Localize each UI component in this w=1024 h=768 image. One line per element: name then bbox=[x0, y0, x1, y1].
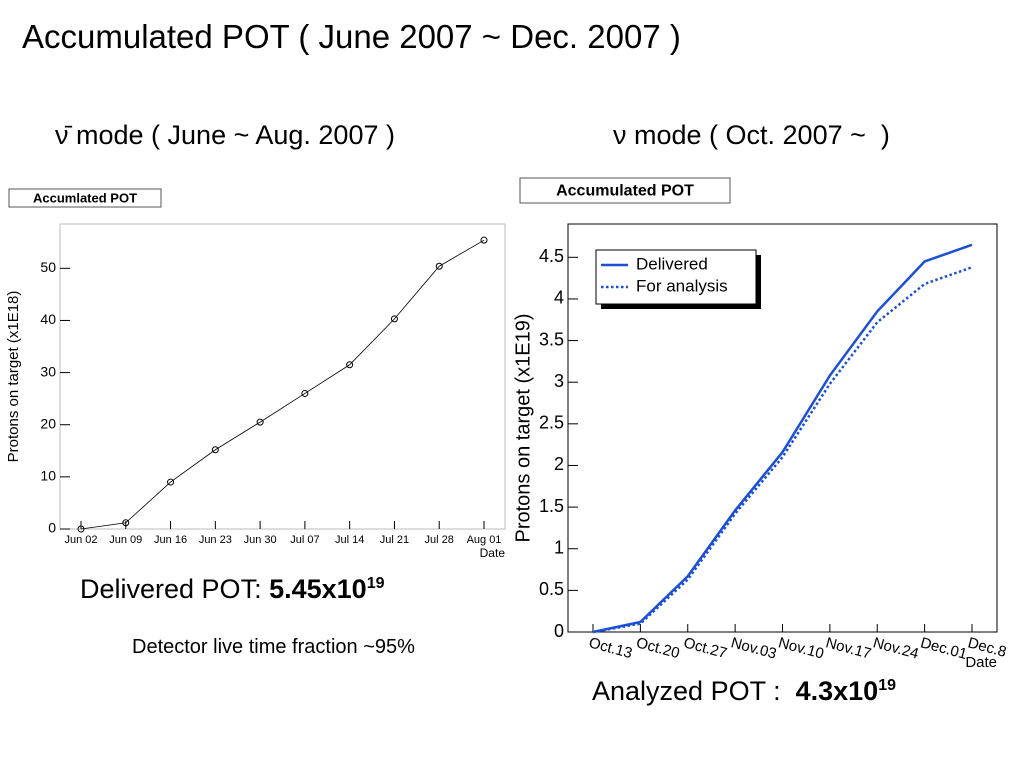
y-tick-label: 3.5 bbox=[539, 329, 564, 349]
point bbox=[77, 525, 85, 533]
y-tick-label: 1.5 bbox=[539, 496, 564, 516]
slide-title: Accumulated POT ( June 2007 ~ Dec. 2007 … bbox=[22, 18, 681, 55]
series-line bbox=[592, 266, 973, 634]
label: Analyzed POT : bbox=[592, 676, 796, 706]
x-tick-label: Nov.03 bbox=[729, 634, 778, 662]
x-tick-label: Nov.10 bbox=[776, 634, 825, 662]
y-tick-label: 2 bbox=[554, 454, 564, 474]
x-tick-label: Jun 09 bbox=[109, 534, 142, 546]
y-tick-label: 20 bbox=[40, 415, 56, 431]
legend-label: Delivered bbox=[636, 254, 708, 273]
y-axis-label: Protons on target (x1E19) bbox=[512, 313, 534, 542]
point bbox=[390, 315, 398, 323]
y-tick-label: 0.5 bbox=[539, 579, 564, 599]
delivered-pot: Delivered POT: 5.45x1019 bbox=[80, 574, 384, 605]
x-tick-label: Oct.27 bbox=[682, 634, 729, 662]
exponent: 19 bbox=[366, 575, 385, 592]
x-tick-label: Dec.01 bbox=[919, 634, 969, 663]
series-line bbox=[80, 239, 485, 530]
exponent: 19 bbox=[878, 677, 896, 694]
point bbox=[480, 236, 488, 244]
x-tick-label: Jun 02 bbox=[64, 534, 97, 546]
x-tick-label: Oct.13 bbox=[587, 634, 634, 662]
point bbox=[435, 262, 443, 270]
x-tick-label: Jul 28 bbox=[425, 534, 454, 546]
y-tick-label: 10 bbox=[40, 468, 56, 484]
y-tick-label: 0 bbox=[554, 621, 564, 641]
series-line bbox=[592, 243, 973, 634]
left-heading: ν̄ mode ( June ~ Aug. 2007 ) bbox=[55, 120, 395, 150]
x-tick-label: Jul 07 bbox=[290, 534, 319, 546]
y-tick-label: 2.5 bbox=[539, 413, 564, 433]
x-tick-label: Oct.20 bbox=[634, 634, 681, 662]
y-tick-label: 0 bbox=[48, 520, 56, 536]
value: 5.45x10 bbox=[269, 574, 367, 604]
y-tick-label: 4 bbox=[554, 288, 564, 308]
y-tick-label: 50 bbox=[40, 259, 56, 275]
title-box bbox=[519, 177, 731, 204]
point bbox=[167, 478, 175, 486]
x-tick-label: Jul 14 bbox=[335, 534, 364, 546]
x-tick-label: Nov.17 bbox=[824, 634, 873, 662]
plot-frame bbox=[59, 223, 506, 530]
chart-title: Accumlated POT bbox=[33, 190, 137, 205]
x-tick-label: Jun 16 bbox=[154, 534, 187, 546]
y-axis-label: Protons on target (x1E18) bbox=[5, 291, 22, 463]
y-tick-label: 1 bbox=[554, 537, 564, 557]
x-tick-label: Jun 30 bbox=[244, 534, 277, 546]
legend-label: For analysis bbox=[636, 276, 728, 295]
label: Delivered POT: bbox=[80, 574, 270, 604]
value: 4.3x10 bbox=[795, 676, 879, 706]
live-time: Detector live time fraction ~95% bbox=[132, 636, 415, 658]
right-heading: ν mode ( Oct. 2007 ~ ) bbox=[613, 120, 890, 150]
chart-title: Accumulated POT bbox=[556, 183, 694, 200]
point bbox=[122, 519, 130, 527]
y-tick-label: 30 bbox=[40, 363, 56, 379]
point bbox=[301, 389, 309, 397]
point bbox=[256, 418, 264, 426]
y-tick-label: 40 bbox=[40, 311, 56, 327]
x-axis-label: Date bbox=[965, 654, 997, 671]
legend-box bbox=[595, 249, 757, 305]
point bbox=[211, 446, 219, 454]
x-tick-label: Nov.24 bbox=[871, 634, 920, 662]
point bbox=[346, 361, 354, 369]
x-tick-label: Jul 21 bbox=[380, 534, 409, 546]
x-axis-label: Date bbox=[480, 546, 506, 560]
x-tick-label: Jun 23 bbox=[199, 534, 232, 546]
analyzed-pot: Analyzed POT : 4.3x1019 bbox=[592, 676, 896, 707]
x-tick-label: Aug 01 bbox=[467, 534, 502, 546]
y-tick-label: 3 bbox=[554, 371, 564, 391]
title-box bbox=[8, 188, 162, 208]
y-tick-label: 4.5 bbox=[539, 246, 564, 266]
